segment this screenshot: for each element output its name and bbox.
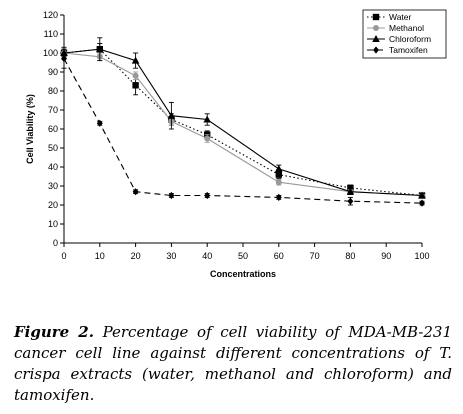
y-tick-label: 10 [48, 219, 58, 229]
y-tick-label: 90 [48, 67, 58, 77]
data-point-chloroform [167, 111, 176, 119]
data-point-water [275, 171, 282, 178]
series-water [60, 43, 426, 199]
x-axis-title: Concentrations [210, 269, 276, 279]
data-point-chloroform [275, 164, 283, 172]
y-tick-label: 60 [48, 124, 58, 134]
legend-label-chloroform: Chloroform [389, 34, 431, 44]
series-chloroform [60, 37, 426, 199]
x-tick-label: 40 [202, 251, 212, 261]
data-point-methanol [275, 179, 282, 186]
y-tick-label: 100 [43, 48, 58, 58]
figure: 0 10 20 30 40 50 60 70 80 90 100 110 120 0 10 20 30 40 50 6… [25, 9, 447, 279]
x-tick-label: 80 [345, 251, 355, 261]
data-point-methanol [204, 135, 211, 142]
y-tick-label: 40 [48, 162, 58, 172]
data-point-tamoxifen [204, 191, 211, 200]
series-layer [60, 37, 426, 207]
cell-viability-chart: 0 10 20 30 40 50 60 70 80 90 100 110 120 0 10 20 30 40 50 6… [25, 9, 447, 279]
x-tick-label: 60 [274, 251, 284, 261]
legend-marker-methanol [373, 25, 379, 31]
x-tick-label: 70 [310, 251, 320, 261]
data-point-tamoxifen [96, 119, 103, 127]
data-point-chloroform [131, 56, 140, 64]
data-point-methanol [132, 72, 139, 79]
data-point-tamoxifen [419, 199, 425, 207]
y-tick-label: 30 [48, 181, 58, 191]
legend-marker-water [372, 13, 380, 21]
x-tick-label: 90 [381, 251, 391, 261]
x-tick-label: 30 [166, 251, 176, 261]
legend-marker-tamoxifen [373, 46, 379, 54]
y-axis-title: Cell Viability (%) [25, 94, 35, 164]
axes: 0 10 20 30 40 50 60 70 80 90 100 110 120 0 10 20 30 40 50 6… [43, 10, 430, 261]
series-line-tamoxifen [63, 58, 423, 204]
legend-label-tamoxifen: Tamoxifen [389, 45, 428, 55]
data-point-water [132, 82, 139, 89]
series-line-methanol [63, 52, 423, 197]
data-point-chloroform [418, 191, 426, 199]
data-point-chloroform [346, 187, 355, 195]
y-tick-label: 110 [44, 29, 58, 39]
series-tamoxifen [61, 48, 425, 207]
x-tick-label: 20 [131, 251, 141, 261]
x-tick-label: 100 [414, 251, 429, 261]
data-point-tamoxifen [168, 191, 175, 200]
figure-caption-text: Percentage of cell viability of MDA-MB-2… [14, 323, 452, 404]
y-tick-label: 50 [48, 143, 58, 153]
series-line-chloroform [63, 48, 423, 197]
x-tick-label: 10 [95, 251, 105, 261]
data-point-tamoxifen [275, 193, 282, 201]
figure-caption: Figure 2. Percentage of cell viability o… [14, 322, 452, 406]
data-point-tamoxifen [132, 188, 139, 196]
y-tick-label: 70 [48, 105, 58, 115]
data-point-chloroform [96, 45, 104, 53]
x-tick-label: 0 [61, 251, 66, 261]
legend-marker-chloroform [372, 35, 380, 42]
series-line-water [63, 48, 423, 197]
y-tick-label: 0 [53, 238, 58, 248]
data-point-tamoxifen [347, 197, 354, 205]
y-tick-label: 80 [48, 86, 58, 96]
x-tick-label: 50 [238, 251, 248, 261]
series-methanol [61, 48, 425, 199]
y-tick-label: 20 [48, 200, 58, 210]
legend-label-water: Water [389, 12, 412, 22]
data-point-tamoxifen [61, 55, 67, 63]
figure-caption-label: Figure 2. [14, 323, 94, 341]
data-point-chloroform [203, 115, 211, 123]
y-tick-label: 120 [43, 10, 58, 20]
legend-label-methanol: Methanol [389, 23, 424, 33]
